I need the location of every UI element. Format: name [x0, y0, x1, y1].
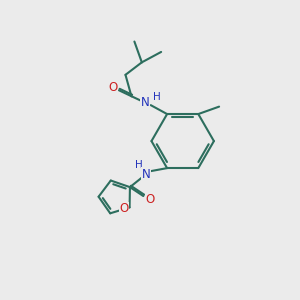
Text: O: O [108, 81, 118, 94]
Text: H: H [153, 92, 161, 102]
Text: N: N [141, 96, 150, 109]
Text: N: N [142, 168, 151, 181]
Text: O: O [120, 202, 129, 215]
Text: O: O [145, 193, 154, 206]
Text: H: H [135, 160, 143, 170]
